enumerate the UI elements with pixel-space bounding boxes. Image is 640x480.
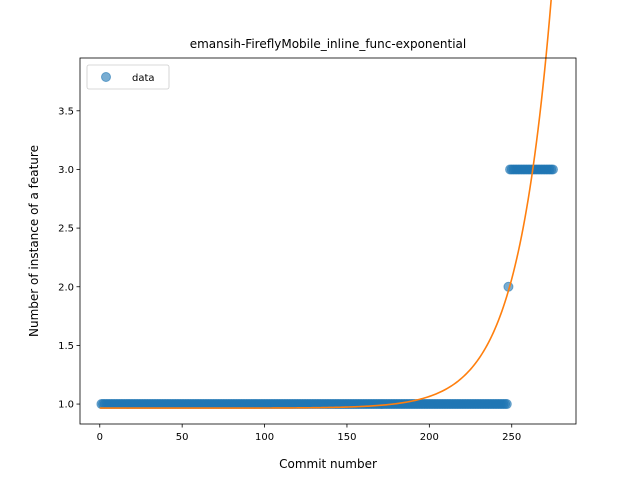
fit-layer bbox=[99, 0, 552, 409]
legend-label-data: data bbox=[132, 73, 155, 84]
fit-line bbox=[99, 0, 552, 409]
data-layer bbox=[96, 164, 558, 410]
y-tick-label: 1.0 bbox=[58, 400, 74, 411]
plot-frame bbox=[79, 57, 577, 425]
y-tick-label: 2.5 bbox=[58, 224, 74, 235]
x-tick-label: 200 bbox=[420, 432, 439, 443]
data-point bbox=[547, 164, 558, 175]
plot-area bbox=[79, 0, 577, 425]
chart-title: emansih-FireflyMobile_inline_func-expone… bbox=[190, 37, 467, 51]
x-axis: 0 50 100 150 200 250 bbox=[97, 424, 521, 443]
legend: data bbox=[86, 64, 170, 90]
y-tick-label: 2.0 bbox=[58, 282, 74, 293]
y-tick-label: 3.5 bbox=[58, 106, 74, 117]
x-tick-label: 150 bbox=[337, 432, 356, 443]
legend-marker bbox=[101, 72, 111, 82]
y-tick-label: 3.0 bbox=[58, 165, 74, 176]
x-tick-label: 250 bbox=[502, 432, 521, 443]
x-tick-label: 0 bbox=[97, 432, 103, 443]
x-tick-label: 100 bbox=[255, 432, 274, 443]
y-axis-label: Number of instance of a feature bbox=[27, 145, 41, 337]
data-point bbox=[501, 399, 512, 410]
legend-box bbox=[86, 64, 170, 90]
x-tick-label: 50 bbox=[176, 432, 189, 443]
y-axis: 1.0 1.5 2.0 2.5 3.0 3.5 bbox=[58, 106, 80, 411]
y-tick-label: 1.5 bbox=[58, 341, 74, 352]
x-axis-label: Commit number bbox=[279, 457, 377, 471]
